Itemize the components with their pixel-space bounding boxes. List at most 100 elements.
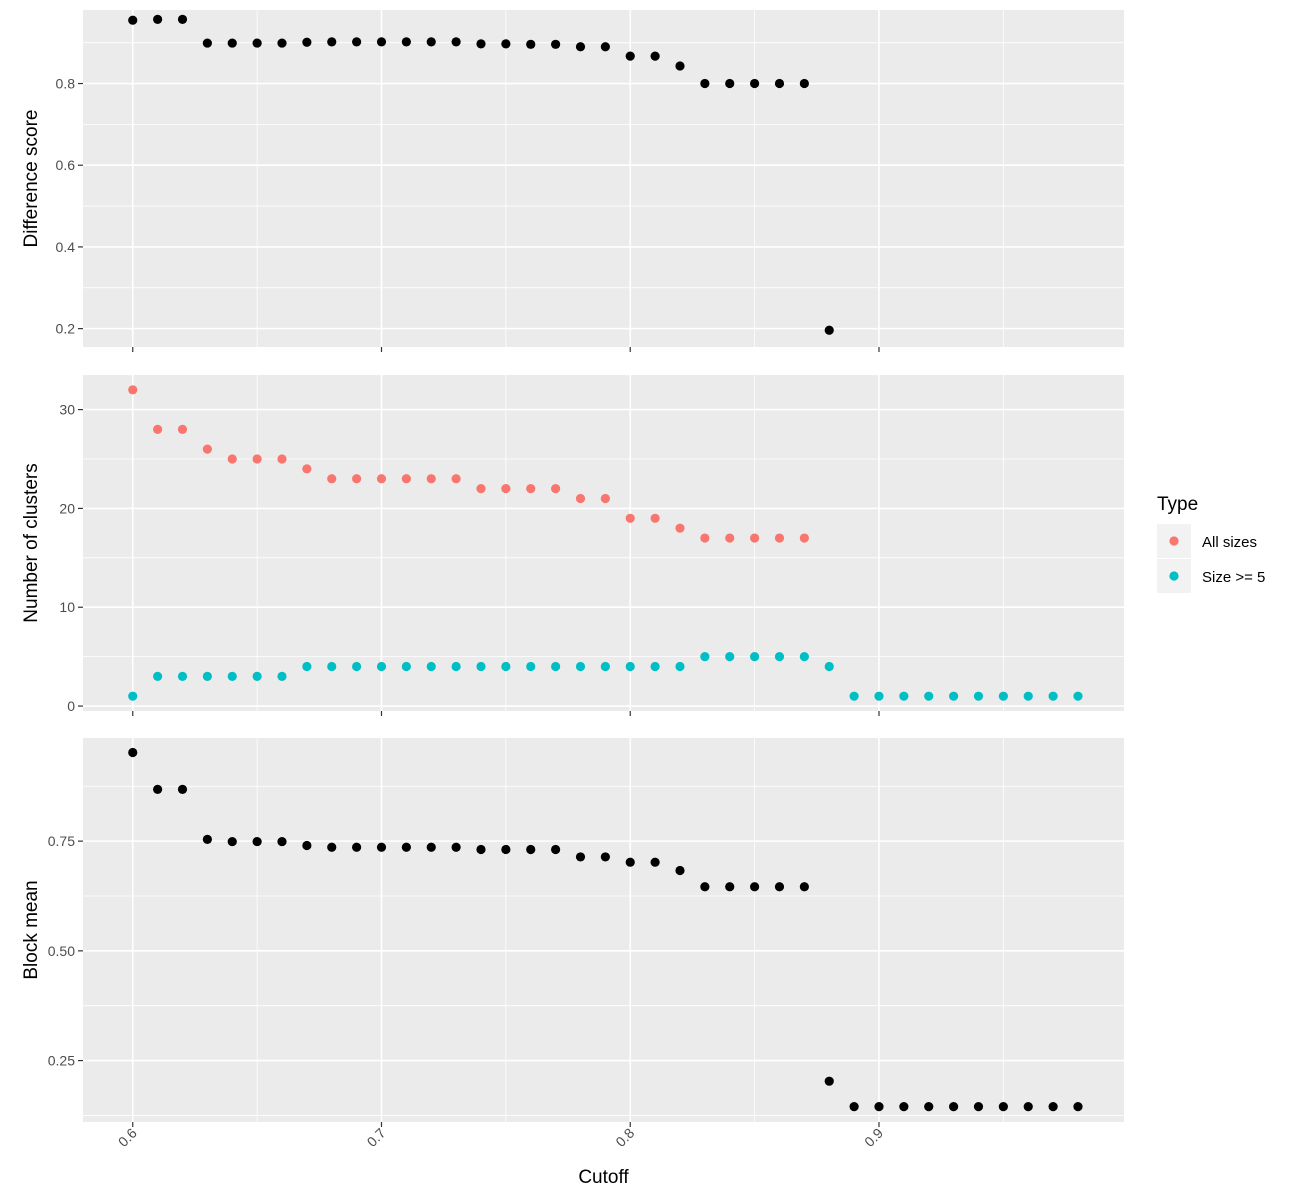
panel-background bbox=[83, 738, 1124, 1122]
data-point bbox=[153, 424, 163, 434]
y-tick-label: 20 bbox=[59, 500, 75, 516]
data-point bbox=[1073, 691, 1083, 701]
data-point bbox=[675, 661, 685, 672]
y-tick-label: 0.4 bbox=[56, 239, 76, 255]
data-point bbox=[128, 691, 138, 701]
data-point bbox=[252, 836, 262, 847]
data-point bbox=[177, 424, 188, 434]
data-point bbox=[277, 38, 287, 48]
panel-background bbox=[83, 375, 1124, 711]
y-tick-label: 0.25 bbox=[48, 1053, 75, 1069]
data-point bbox=[177, 14, 188, 24]
data-point bbox=[252, 38, 262, 48]
panel-gridlines bbox=[83, 10, 1124, 347]
data-point bbox=[476, 484, 486, 494]
data-point bbox=[153, 784, 163, 794]
data-point bbox=[227, 671, 237, 682]
data-point bbox=[476, 661, 486, 672]
data-point bbox=[725, 882, 735, 892]
data-point bbox=[451, 661, 461, 672]
data-point bbox=[625, 51, 635, 61]
data-point bbox=[575, 493, 586, 504]
data-point bbox=[750, 533, 760, 543]
data-point bbox=[774, 882, 785, 892]
data-point bbox=[998, 691, 1008, 701]
data-point bbox=[551, 844, 561, 855]
data-point bbox=[799, 533, 809, 543]
data-point bbox=[575, 852, 586, 862]
data-point bbox=[1073, 1102, 1083, 1112]
panel-background bbox=[83, 10, 1124, 347]
data-point bbox=[650, 661, 660, 672]
data-point bbox=[700, 533, 710, 543]
data-point bbox=[600, 42, 610, 52]
data-point bbox=[750, 652, 760, 662]
data-point bbox=[227, 836, 237, 847]
legend-entry-label: All sizes bbox=[1202, 534, 1257, 551]
data-point bbox=[998, 1102, 1008, 1112]
data-point bbox=[725, 78, 735, 89]
y-axis-title: Number of clusters bbox=[21, 463, 42, 622]
data-point bbox=[252, 671, 262, 682]
data-point bbox=[774, 533, 785, 543]
data-point bbox=[799, 652, 809, 662]
data-point bbox=[551, 484, 561, 494]
data-point bbox=[551, 39, 561, 49]
x-axis: 0.6 0.7 0.8 0.9 Cutoff bbox=[115, 1125, 886, 1188]
data-point bbox=[824, 1076, 834, 1086]
data-point bbox=[401, 842, 411, 852]
data-point bbox=[327, 661, 337, 672]
data-point bbox=[352, 37, 362, 47]
data-point bbox=[526, 844, 536, 855]
y-tick-label: 0.50 bbox=[48, 943, 75, 959]
data-point bbox=[177, 671, 188, 682]
data-point bbox=[202, 444, 212, 454]
y-tick-label: 0.2 bbox=[56, 321, 76, 337]
x-tick-label: 0.9 bbox=[861, 1125, 886, 1150]
x-axis-title: Cutoff bbox=[578, 1167, 629, 1188]
data-point bbox=[327, 474, 337, 484]
panel-3: 0.25 0.50 0.75 Block mean bbox=[21, 738, 1124, 1127]
data-point bbox=[973, 1102, 984, 1112]
legend-entry-label: Size >= 5 bbox=[1202, 569, 1265, 586]
data-point bbox=[501, 844, 511, 855]
data-point bbox=[352, 474, 362, 484]
legend-key-point bbox=[1169, 571, 1179, 581]
data-point bbox=[376, 842, 387, 852]
data-point bbox=[650, 513, 660, 523]
data-point bbox=[924, 1102, 934, 1112]
panel-gridlines bbox=[83, 375, 1124, 711]
y-tick-label: 0 bbox=[67, 698, 75, 714]
data-point bbox=[277, 671, 287, 682]
data-point bbox=[401, 661, 411, 672]
panels-layer: 0.2 0.4 0.6 0.8 Difference score 0 10 20 30 Numbe… bbox=[21, 10, 1124, 1127]
data-point bbox=[177, 784, 188, 794]
data-point bbox=[575, 42, 586, 52]
legend-key-point bbox=[1169, 536, 1179, 546]
data-point bbox=[899, 1102, 909, 1112]
data-points bbox=[128, 385, 1083, 701]
x-tick-label: 0.6 bbox=[115, 1125, 140, 1150]
data-point bbox=[526, 39, 536, 49]
data-point bbox=[302, 464, 312, 474]
data-point bbox=[202, 38, 212, 48]
data-point bbox=[302, 840, 312, 851]
data-point bbox=[551, 661, 561, 672]
y-tick-label: 0.6 bbox=[56, 157, 76, 173]
data-point bbox=[426, 661, 436, 672]
data-point bbox=[650, 857, 660, 867]
data-point bbox=[700, 78, 710, 89]
data-point bbox=[874, 1102, 884, 1112]
data-point bbox=[352, 661, 362, 672]
data-point bbox=[849, 1102, 859, 1112]
data-point bbox=[750, 78, 760, 89]
data-point bbox=[128, 385, 138, 395]
data-point bbox=[874, 691, 884, 701]
data-point bbox=[600, 852, 610, 862]
data-point bbox=[799, 882, 809, 892]
data-point bbox=[575, 661, 586, 672]
data-point bbox=[625, 857, 635, 867]
data-point bbox=[949, 691, 959, 701]
data-point bbox=[128, 15, 138, 25]
